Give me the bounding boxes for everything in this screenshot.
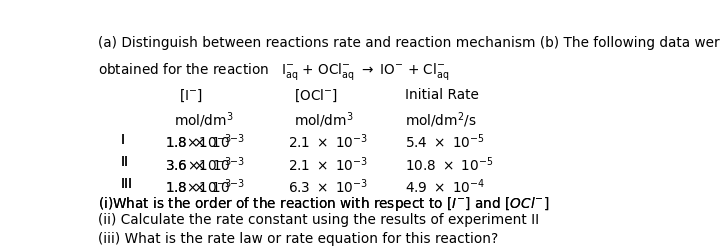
- Text: obtained for the reaction   $\mathregular{I^{-}_{aq}}$ + $\mathregular{OCl^{-}_{: obtained for the reaction $\mathregular{…: [99, 61, 450, 82]
- Text: $1.8\! \times\! 10^{-3}$: $1.8\! \times\! 10^{-3}$: [166, 132, 232, 151]
- Text: $4.9\ \times\ 10^{-4}$: $4.9\ \times\ 10^{-4}$: [405, 177, 485, 195]
- Text: $1.8\ \times\ 10^{-3}$: $1.8\ \times\ 10^{-3}$: [166, 177, 245, 195]
- Text: (i)What is the order of the reaction with respect to $[I^{-}]$ and $[OCl^{-}]$: (i)What is the order of the reaction wit…: [99, 194, 550, 212]
- Text: $3.6\! \times\! 10^{-3}$: $3.6\! \times\! 10^{-3}$: [166, 154, 232, 173]
- Text: $6.3\ \times\ 10^{-3}$: $6.3\ \times\ 10^{-3}$: [288, 177, 368, 195]
- Text: $10.8\ \times\ 10^{-5}$: $10.8\ \times\ 10^{-5}$: [405, 154, 493, 173]
- Text: $\mathregular{[I^{-}]}$: $\mathregular{[I^{-}]}$: [179, 87, 203, 104]
- Text: II: II: [121, 154, 129, 168]
- Text: $3.6\ \times\ 10^{-3}$: $3.6\ \times\ 10^{-3}$: [166, 154, 246, 173]
- Text: $1.8\ \times\ 10^{-3}$: $1.8\ \times\ 10^{-3}$: [166, 132, 245, 151]
- Text: mol/dm$^3$: mol/dm$^3$: [174, 110, 233, 129]
- Text: (ii) Calculate the rate constant using the results of experiment II: (ii) Calculate the rate constant using t…: [99, 212, 539, 226]
- Text: $2.1\ \times\ 10^{-3}$: $2.1\ \times\ 10^{-3}$: [288, 154, 368, 173]
- Text: (iii) What is the rate law or rate equation for this reaction?: (iii) What is the rate law or rate equat…: [99, 231, 499, 245]
- Text: mol/dm$^3$: mol/dm$^3$: [294, 110, 353, 129]
- Text: (a) Distinguish between reactions rate and reaction mechanism (b) The following : (a) Distinguish between reactions rate a…: [99, 36, 720, 50]
- Text: II: II: [121, 154, 129, 168]
- Text: Initial Rate: Initial Rate: [405, 87, 479, 101]
- Text: III: III: [121, 177, 132, 191]
- Text: (i)What is the order of the reaction with respect to $[I^{-}]$ and $[OCl^{-}]$: (i)What is the order of the reaction wit…: [99, 194, 550, 212]
- Text: $5.4\ \times\ 10^{-5}$: $5.4\ \times\ 10^{-5}$: [405, 132, 485, 151]
- Text: $\mathregular{[OCl^{-}]}$: $\mathregular{[OCl^{-}]}$: [294, 87, 338, 104]
- Text: $2.1\ \times\ 10^{-3}$: $2.1\ \times\ 10^{-3}$: [288, 132, 368, 151]
- Text: I: I: [121, 132, 125, 146]
- Text: I: I: [121, 132, 125, 146]
- Text: III: III: [121, 177, 132, 191]
- Text: $1.8\! \times\! 10^{-3}$: $1.8\! \times\! 10^{-3}$: [166, 177, 232, 195]
- Text: mol/dm$^2$/s: mol/dm$^2$/s: [405, 110, 477, 129]
